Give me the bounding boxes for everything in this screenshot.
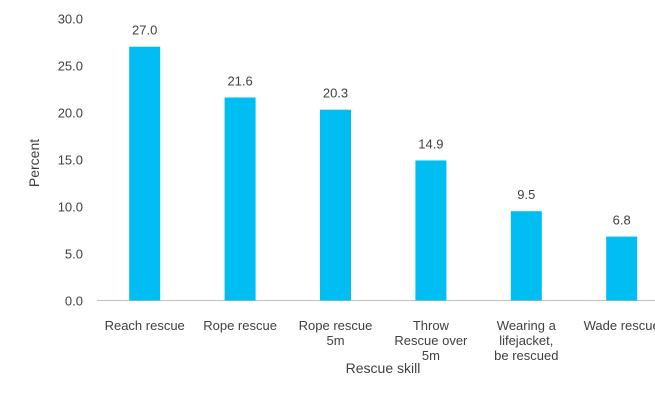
x-axis-tick-labels: Reach rescue Rope rescue Rope rescue 5mThro… (105, 318, 655, 363)
data-label: 14.9 (418, 136, 443, 151)
y-tick-label: 5.0 (65, 247, 83, 262)
x-tick-label-line: Rope rescue (203, 318, 277, 333)
x-tick-label: Throw Rescue over 5m (394, 318, 468, 363)
bar (606, 236, 638, 301)
data-label: 20.3 (323, 86, 348, 101)
y-axis-title: Percent (26, 139, 42, 187)
y-tick-label: 25.0 (58, 59, 83, 74)
x-tick-label: Rope rescue (203, 318, 277, 333)
y-tick-label: 10.0 (58, 200, 83, 215)
data-label: 9.5 (517, 187, 535, 202)
data-labels: 27.0 21.6 20.3 14.9 9.5 6.8 (132, 23, 631, 228)
x-tick-label: Reach rescue (105, 318, 185, 333)
x-tick-label-line: 5m (422, 348, 440, 363)
data-label: 27.0 (132, 23, 157, 38)
bar (320, 109, 351, 301)
y-tick-label: 30.0 (58, 12, 83, 27)
x-tick-label: Wade rescue (584, 318, 655, 333)
x-tick-label: Wearing a lifejacket, be rescued (494, 318, 558, 363)
bars (129, 46, 638, 301)
x-tick-label-line: Wade rescue (584, 318, 655, 333)
y-tick-label: 0.0 (65, 294, 83, 309)
x-tick-label-line: 5m (326, 333, 344, 348)
bar (415, 160, 447, 301)
bar (224, 97, 256, 301)
data-label: 21.6 (227, 73, 252, 88)
x-tick-label-line: Rope rescue (299, 318, 373, 333)
x-tick-label-line: be rescued (494, 348, 558, 363)
y-tick-label: 20.0 (58, 106, 83, 121)
y-tick-label: 15.0 (58, 153, 83, 168)
x-tick-label-line: Throw (413, 318, 450, 333)
bar (129, 46, 161, 301)
x-tick-label-line: Reach rescue (105, 318, 185, 333)
bar (510, 211, 542, 301)
x-tick-label-line: lifejacket, (499, 333, 553, 348)
x-axis-title: Rescue skill (346, 360, 421, 376)
data-label: 6.8 (613, 213, 631, 228)
x-tick-label-line: Wearing a (497, 318, 557, 333)
y-axis-ticks: 0.0 5.0 10.0 15.0 20.0 25.0 30.0 (58, 12, 83, 309)
x-tick-label: Rope rescue 5m (299, 318, 373, 348)
x-tick-label-line: Rescue over (394, 333, 468, 348)
